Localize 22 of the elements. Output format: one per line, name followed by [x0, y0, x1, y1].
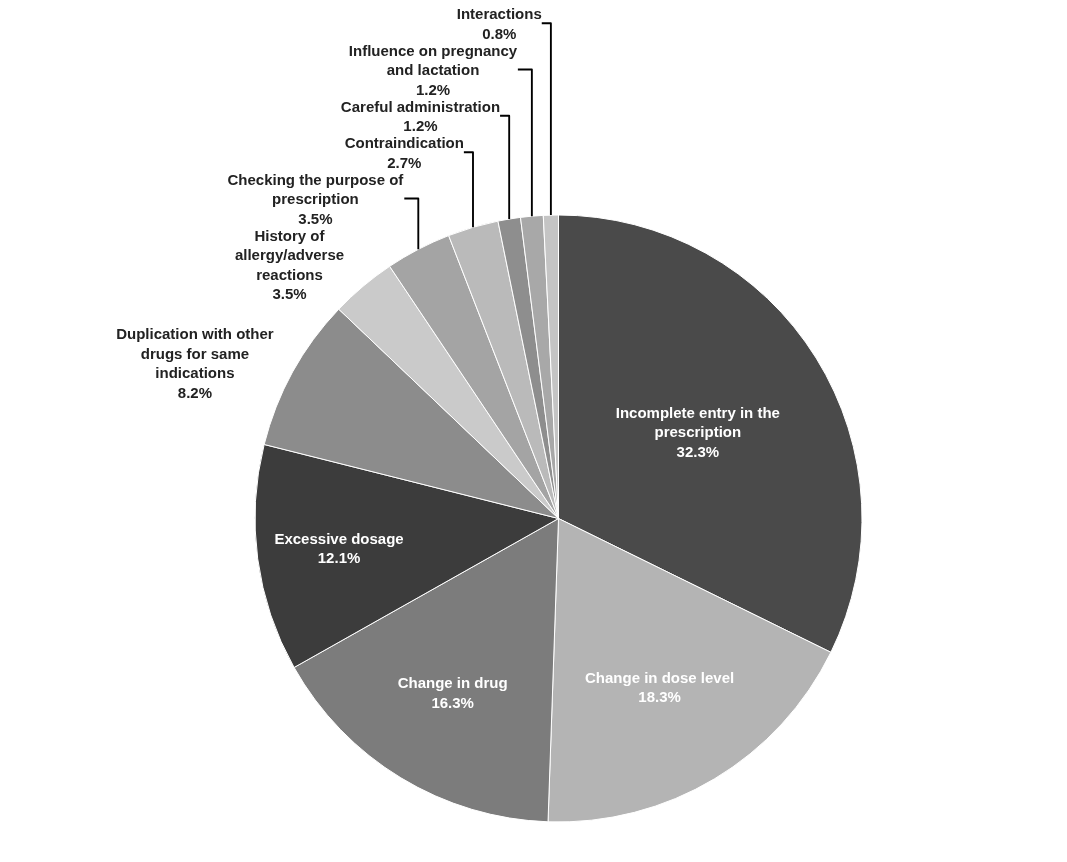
slice-label: Incomplete entry in the prescription — [615, 403, 780, 441]
data-label: 12.1% — [317, 549, 361, 567]
slice-label: Influence on pregnancy and lactation — [348, 41, 518, 79]
slice-label: Interactions — [456, 5, 542, 23]
data-label: 8.2% — [177, 383, 213, 401]
slice-label: Change in drug — [397, 674, 508, 692]
data-label: 32.3% — [676, 442, 720, 460]
data-label: 16.3% — [431, 693, 474, 711]
slice-label: Contraindication — [344, 134, 464, 152]
slice-label: History of allergy/adverse reactions — [234, 226, 345, 283]
slice-label: Careful administration — [340, 97, 501, 115]
data-label: 3.5% — [298, 209, 333, 227]
slice-label: Checking the purpose of prescription — [227, 170, 405, 208]
data-label: 18.3% — [638, 688, 681, 706]
slice-label: Duplication with other drugs for same indications — [116, 325, 274, 382]
slice-label: Change in dose level — [584, 668, 735, 686]
data-label: 0.8% — [482, 24, 517, 42]
data-label: 1.2% — [415, 80, 451, 98]
slice-label: Excessive dosage — [274, 529, 404, 547]
data-label: 1.2% — [403, 117, 438, 135]
data-label: 3.5% — [272, 285, 307, 303]
data-label: 2.7% — [387, 153, 422, 171]
